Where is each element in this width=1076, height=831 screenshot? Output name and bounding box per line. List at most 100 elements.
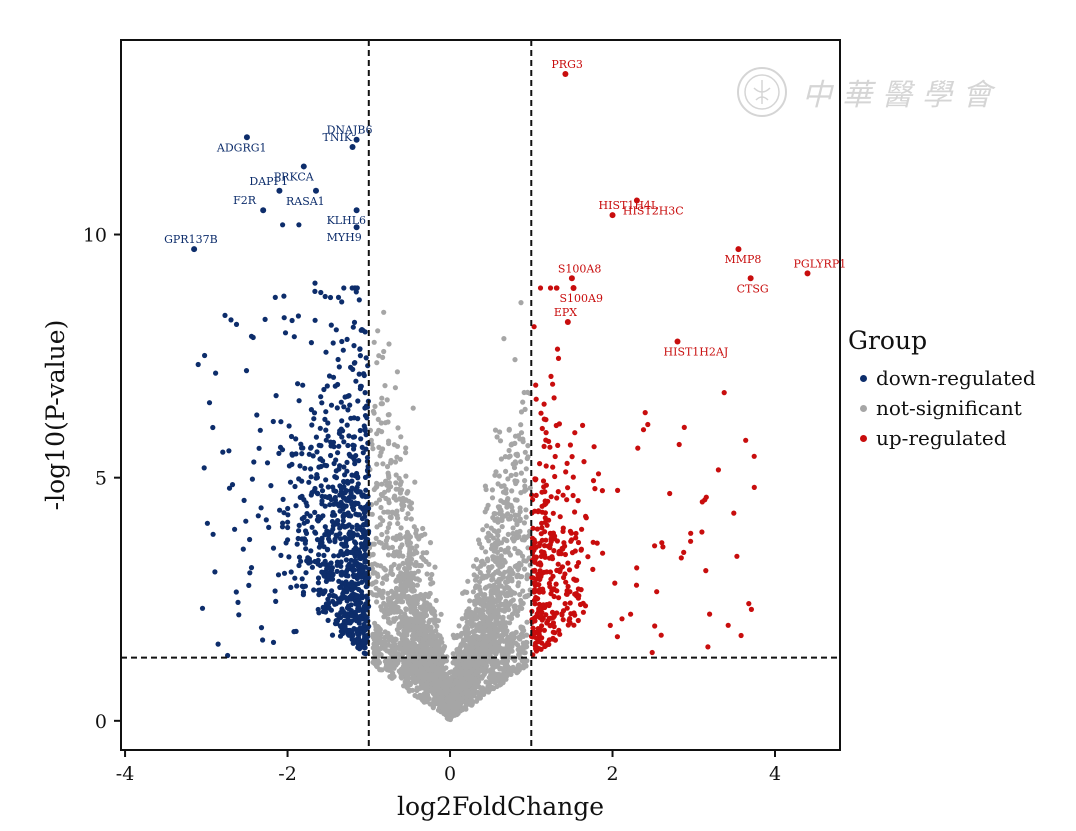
data-point-ns <box>509 488 515 494</box>
data-point-down <box>319 493 325 499</box>
data-point-ns <box>477 541 483 547</box>
point-label: MYH9 <box>327 231 362 244</box>
data-point-ns <box>475 626 482 632</box>
data-point-up <box>642 410 648 416</box>
data-point-ns <box>404 685 410 691</box>
data-point-down <box>337 483 343 489</box>
data-point-up <box>699 529 705 535</box>
data-point-up <box>654 589 660 595</box>
data-point-ns <box>414 600 420 607</box>
data-point-down <box>361 612 367 618</box>
data-point-ns <box>425 641 431 647</box>
data-point-ns <box>506 516 512 522</box>
data-point-down <box>344 422 350 428</box>
data-point-down <box>354 550 360 556</box>
data-point-up <box>542 554 548 560</box>
data-point-ns <box>403 638 409 644</box>
data-point-down <box>325 546 331 553</box>
data-point-down <box>270 639 277 646</box>
data-point-ns <box>404 631 410 637</box>
data-point-ns <box>518 459 524 465</box>
data-point-down <box>340 514 346 520</box>
data-point-up <box>612 580 618 586</box>
data-point-down <box>338 399 344 405</box>
labeled-point <box>300 163 307 170</box>
data-point-ns <box>379 531 385 538</box>
data-point-up <box>575 586 582 592</box>
data-point-ns <box>489 685 495 692</box>
data-point-ns <box>480 611 486 618</box>
data-point-ns <box>410 405 416 411</box>
data-point-ns <box>498 638 504 644</box>
data-point-down <box>325 433 331 439</box>
data-point-ns <box>497 666 503 672</box>
data-point-up <box>563 469 569 475</box>
data-point-ns <box>373 535 379 542</box>
data-point-ns <box>455 698 461 705</box>
data-point-down <box>360 450 366 456</box>
data-point-down <box>287 479 294 485</box>
data-point-ns <box>398 599 404 605</box>
data-point-ns <box>457 645 463 651</box>
data-point-down <box>319 400 325 406</box>
data-point-ns <box>398 535 404 541</box>
data-point-up <box>533 382 539 388</box>
data-point-down <box>272 588 278 594</box>
data-point-down <box>280 496 286 502</box>
data-point-ns <box>462 625 468 632</box>
data-point-ns <box>405 574 412 580</box>
data-point-up <box>590 478 597 484</box>
data-point-ns <box>400 553 406 559</box>
data-point-down <box>366 623 372 629</box>
data-point-up <box>633 582 640 588</box>
legend-swatch-ns <box>860 404 867 412</box>
data-point-ns <box>384 397 390 403</box>
data-point-down <box>235 599 241 606</box>
data-point-up <box>572 430 578 436</box>
data-point-up <box>659 540 665 546</box>
data-point-ns <box>387 514 393 520</box>
data-point-ns <box>504 661 510 667</box>
data-point-down <box>359 493 366 499</box>
data-point-ns <box>391 601 397 607</box>
data-point-ns <box>465 578 471 584</box>
data-point-down <box>308 474 314 480</box>
data-point-ns <box>422 531 428 537</box>
data-point-ns <box>464 619 470 625</box>
data-point-ns <box>495 671 501 677</box>
data-point-ns <box>441 711 447 717</box>
data-point-down <box>338 536 344 542</box>
data-point-down <box>250 334 256 341</box>
data-point-ns <box>510 530 516 537</box>
data-point-ns <box>438 611 444 617</box>
data-point-up <box>634 565 640 571</box>
data-point-up <box>529 575 535 581</box>
data-point-ns <box>383 478 389 484</box>
data-point-down <box>346 451 352 457</box>
data-point-ns <box>384 642 391 648</box>
labeled-point <box>570 285 577 292</box>
data-point-down <box>362 559 368 565</box>
data-point-up <box>565 583 571 590</box>
data-point-ns <box>485 530 491 536</box>
data-point-ns <box>507 453 513 459</box>
data-point-ns <box>509 508 515 514</box>
data-point-down <box>357 346 363 352</box>
data-point-up <box>594 540 600 546</box>
data-point-down <box>334 559 340 565</box>
data-point-down <box>356 371 362 377</box>
data-point-ns <box>464 608 470 614</box>
data-point-down <box>332 494 338 501</box>
data-point-down <box>241 497 247 503</box>
data-point-down <box>335 553 342 559</box>
data-point-down <box>279 524 286 530</box>
data-point-ns <box>473 583 479 589</box>
data-point-down <box>293 451 299 457</box>
point-label: PRG3 <box>551 58 582 71</box>
data-point-up <box>560 525 566 531</box>
data-point-ns <box>488 599 495 605</box>
data-point-down <box>353 540 359 546</box>
data-point-up <box>548 494 554 500</box>
data-point-ns <box>433 652 439 658</box>
data-point-ns <box>399 675 405 681</box>
